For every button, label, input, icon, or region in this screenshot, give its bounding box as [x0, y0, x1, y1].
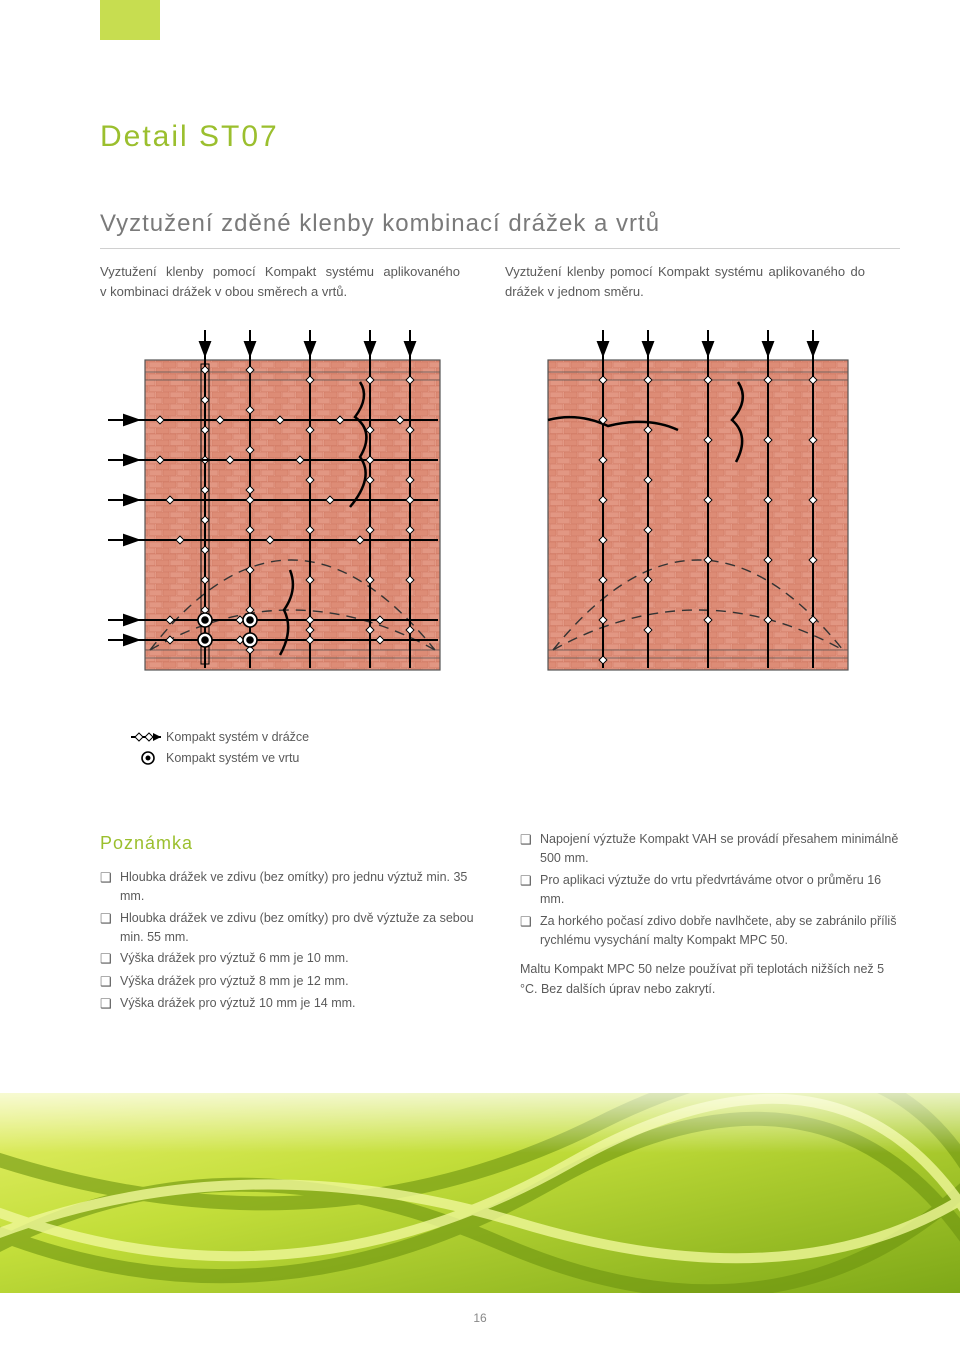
note-item: ❑Výška drážek pro výztuž 6 mm je 10 mm. — [100, 949, 480, 969]
note-plain: Maltu Kompakt MPC 50 nelze používat při … — [520, 960, 900, 999]
accent-block — [100, 0, 160, 40]
legend-row-groove: Kompakt systém v drážce — [130, 730, 309, 744]
note-item: ❑Napojení výztuže Kompakt VAH se provádí… — [520, 830, 900, 869]
bullet-icon: ❑ — [100, 949, 120, 969]
footer-decoration — [0, 1093, 960, 1293]
bullet-icon: ❑ — [100, 868, 120, 907]
note-text: Hloubka drážek ve zdivu (bez omítky) pro… — [120, 868, 480, 907]
bullet-icon: ❑ — [520, 871, 540, 910]
groove-icon — [130, 731, 166, 743]
legend-label: Kompakt systém v drážce — [166, 730, 309, 744]
bullet-icon: ❑ — [520, 830, 540, 869]
legend-row-drill: Kompakt systém ve vrtu — [130, 750, 309, 766]
diagram-right — [508, 320, 878, 700]
bullet-icon: ❑ — [520, 912, 540, 951]
note-item: ❑Pro aplikaci výztuže do vrtu předvrtává… — [520, 871, 900, 910]
notes-col-left: Poznámka ❑Hloubka drážek ve zdivu (bez o… — [100, 830, 480, 1016]
diagram-left — [100, 320, 470, 700]
note-item: ❑Hloubka drážek ve zdivu (bez omítky) pr… — [100, 909, 480, 948]
bullet-icon: ❑ — [100, 994, 120, 1014]
notes-block: Poznámka ❑Hloubka drážek ve zdivu (bez o… — [100, 830, 900, 1016]
page: Detail ST07 Vyztužení zděné klenby kombi… — [0, 0, 960, 1353]
note-text: Napojení výztuže Kompakt VAH se provádí … — [540, 830, 900, 869]
caption-left: Vyztužení klenby pomocí Kompakt systému … — [100, 262, 460, 301]
note-text: Výška drážek pro výztuž 8 mm je 12 mm. — [120, 972, 480, 992]
note-text: Pro aplikaci výztuže do vrtu předvrtávám… — [540, 871, 900, 910]
note-text: Za horkého počasí zdivo dobře navlhčete,… — [540, 912, 900, 951]
page-number: 16 — [0, 1311, 960, 1325]
bullet-icon: ❑ — [100, 972, 120, 992]
page-subtitle: Vyztužení zděné klenby kombinací drážek … — [100, 210, 660, 238]
note-text: Výška drážek pro výztuž 6 mm je 10 mm. — [120, 949, 480, 969]
note-item: ❑Výška drážek pro výztuž 10 mm je 14 mm. — [100, 994, 480, 1014]
caption-right: Vyztužení klenby pomocí Kompakt systému … — [505, 262, 865, 301]
page-title: Detail ST07 — [100, 120, 279, 154]
note-text: Výška drážek pro výztuž 10 mm je 14 mm. — [120, 994, 480, 1014]
drill-icon — [130, 750, 166, 766]
diagram-left-svg — [100, 320, 470, 700]
notes-heading: Poznámka — [100, 830, 480, 858]
bullet-icon: ❑ — [100, 909, 120, 948]
notes-col-right: ❑Napojení výztuže Kompakt VAH se provádí… — [520, 830, 900, 1016]
note-item: ❑Za horkého počasí zdivo dobře navlhčete… — [520, 912, 900, 951]
note-item: ❑Výška drážek pro výztuž 8 mm je 12 mm. — [100, 972, 480, 992]
legend: Kompakt systém v drážce Kompakt systém v… — [130, 730, 309, 772]
note-item: ❑Hloubka drážek ve zdivu (bez omítky) pr… — [100, 868, 480, 907]
legend-label: Kompakt systém ve vrtu — [166, 751, 299, 765]
diagram-right-svg — [508, 320, 878, 700]
note-text: Hloubka drážek ve zdivu (bez omítky) pro… — [120, 909, 480, 948]
divider — [100, 248, 900, 249]
